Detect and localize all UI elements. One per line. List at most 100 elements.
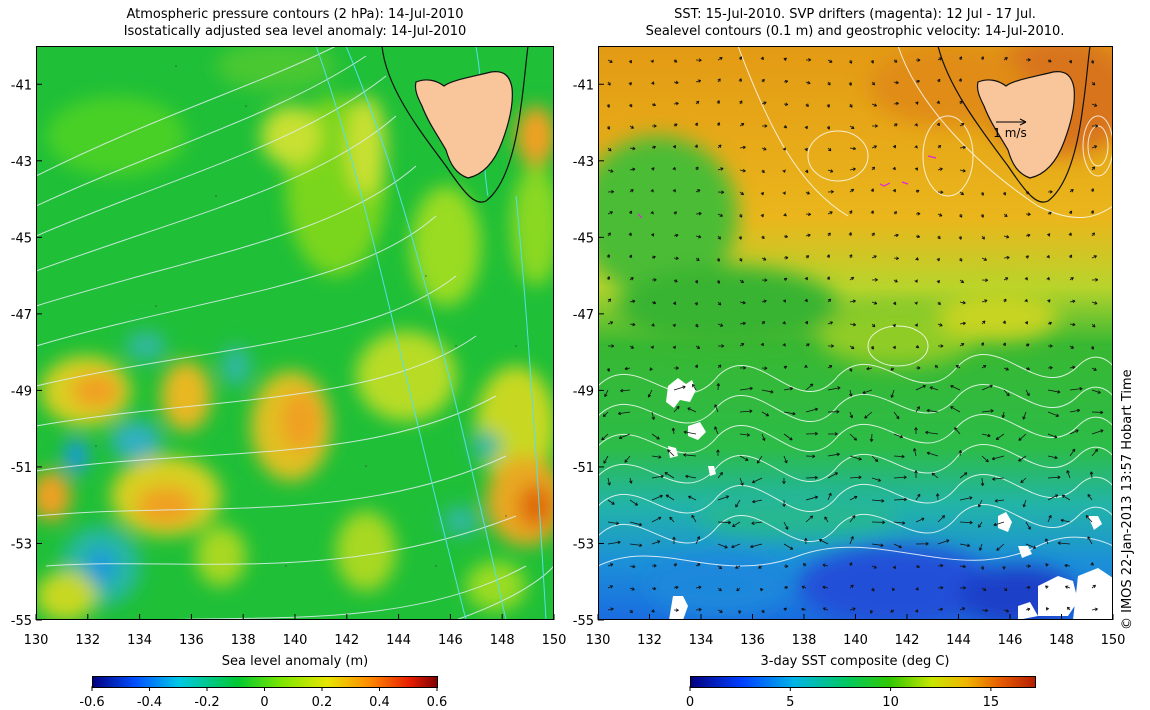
velocity-arrow <box>782 499 786 507</box>
velocity-arrow <box>1090 345 1095 350</box>
velocity-arrow <box>890 367 895 371</box>
right-lat-label: -53 <box>573 537 594 552</box>
velocity-arrow <box>849 210 853 215</box>
velocity-arrow <box>1046 277 1050 281</box>
velocity-arrow <box>827 59 833 63</box>
velocity-arrow <box>606 103 611 108</box>
velocity-arrow <box>782 147 786 151</box>
velocity-arrow <box>915 517 925 523</box>
velocity-arrow <box>862 389 873 395</box>
velocity-arrow <box>893 454 905 459</box>
left-lat-label: -47 <box>11 308 32 323</box>
velocity-arrow <box>959 168 966 173</box>
velocity-arrow <box>760 342 764 347</box>
velocity-arrow <box>955 365 961 369</box>
velocity-arrow <box>981 257 988 261</box>
velocity-arrow <box>805 343 810 347</box>
velocity-arrow <box>1069 189 1074 193</box>
velocity-arrow <box>801 585 807 589</box>
velocity-arrow <box>716 449 720 457</box>
velocity-arrow <box>893 211 898 215</box>
velocity-arrow <box>959 472 968 479</box>
velocity-arrow <box>607 521 620 526</box>
velocity-arrow <box>651 540 661 545</box>
left-lon-label: 150 <box>542 633 567 648</box>
velocity-arrow <box>937 213 943 217</box>
velocity-arrow <box>603 455 609 464</box>
velocity-arrow <box>1025 389 1030 397</box>
velocity-arrow <box>782 169 786 173</box>
velocity-arrow <box>683 430 697 435</box>
velocity-arrow <box>849 345 855 350</box>
velocity-arrow <box>958 78 963 83</box>
velocity-arrow <box>750 543 763 549</box>
velocity-arrow <box>739 100 743 105</box>
velocity-arrow <box>980 191 985 196</box>
velocity-arrow <box>647 389 653 398</box>
velocity-arrow <box>914 470 918 479</box>
velocity-arrow <box>629 125 635 129</box>
velocity-arrow <box>629 146 636 151</box>
velocity-arrow <box>958 235 963 240</box>
velocity-arrow <box>893 80 899 85</box>
velocity-arrow <box>871 145 878 149</box>
velocity-arrow <box>717 472 723 479</box>
velocity-arrow <box>761 78 765 83</box>
velocity-arrow <box>629 499 639 506</box>
velocity-arrow <box>667 449 675 457</box>
velocity-arrow <box>937 167 943 171</box>
velocity-arrow <box>695 607 702 612</box>
velocity-arrow <box>783 607 787 611</box>
velocity-arrow <box>782 191 786 195</box>
velocity-arrow <box>783 365 788 370</box>
right-lat-label: -51 <box>573 461 594 476</box>
velocity-arrow <box>649 367 653 371</box>
velocity-arrow <box>761 235 765 240</box>
velocity-arrow <box>849 299 856 304</box>
velocity-arrow <box>1091 410 1104 415</box>
left-colorbar-label: Sea level anomaly (m) <box>221 654 369 669</box>
velocity-arrow <box>892 144 897 149</box>
velocity-arrow <box>981 299 988 303</box>
velocity-arrow <box>695 563 701 567</box>
velocity-arrow <box>804 276 808 281</box>
velocity-arrow <box>1069 429 1079 435</box>
left-colorbar-tick-label: 0.2 <box>312 695 333 710</box>
velocity-arrow <box>871 587 875 592</box>
velocity-arrow <box>827 344 834 348</box>
velocity-arrow <box>959 564 966 569</box>
velocity-arrow <box>1003 234 1010 239</box>
tasmania-landmass <box>937 46 1091 203</box>
velocity-arrow <box>1087 493 1093 501</box>
left-colorbar-tick-label: 0.4 <box>369 695 390 710</box>
velocity-arrow <box>996 543 1005 551</box>
velocity-arrow <box>1047 455 1058 460</box>
velocity-arrow <box>805 454 816 459</box>
velocity-arrow <box>1047 475 1061 480</box>
velocity-arrow <box>601 433 609 441</box>
right-lat-label: -45 <box>573 231 594 246</box>
velocity-arrow <box>1045 585 1049 589</box>
velocity-arrow <box>1069 387 1083 391</box>
velocity-arrow <box>981 320 986 325</box>
velocity-arrow <box>892 565 896 570</box>
left-lon-label: 138 <box>231 633 256 648</box>
velocity-arrow <box>1002 565 1006 570</box>
velocity-arrow <box>1047 366 1053 370</box>
velocity-arrow <box>926 408 939 413</box>
velocity-arrow <box>978 543 983 551</box>
velocity-arrow <box>818 539 829 545</box>
velocity-arrow <box>760 587 764 592</box>
velocity-arrow <box>629 103 633 108</box>
velocity-arrow <box>934 364 939 369</box>
velocity-arrow <box>624 366 631 371</box>
stipple-dots <box>95 65 517 567</box>
velocity-arrow <box>1047 514 1052 523</box>
velocity-arrow <box>650 211 654 215</box>
velocity-arrow <box>751 477 763 484</box>
velocity-arrow <box>695 323 699 328</box>
velocity-arrow <box>959 543 971 548</box>
velocity-arrow <box>1091 367 1097 371</box>
velocity-arrow <box>870 59 875 64</box>
